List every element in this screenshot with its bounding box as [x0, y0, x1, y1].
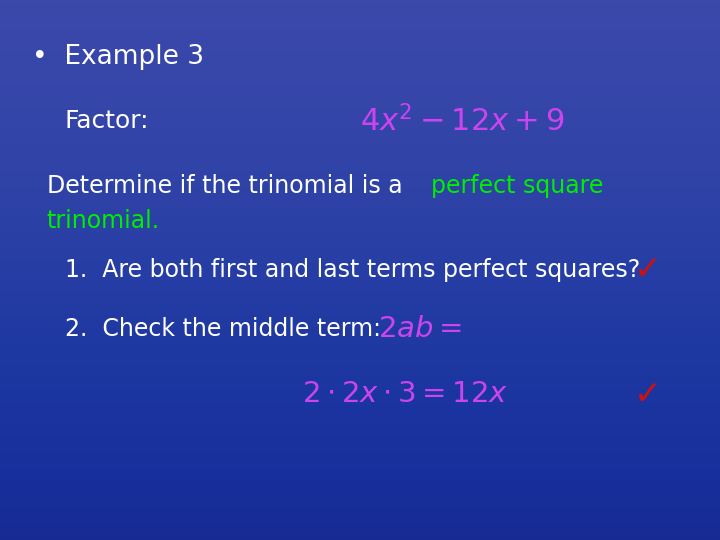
Text: trinomial.: trinomial. — [47, 210, 160, 233]
Text: ✓: ✓ — [634, 253, 662, 287]
Text: •  Example 3: • Example 3 — [32, 44, 204, 70]
Text: 1.  Are both first and last terms perfect squares?: 1. Are both first and last terms perfect… — [65, 258, 640, 282]
Text: ✓: ✓ — [634, 377, 662, 411]
Text: $2 \cdot 2x \cdot 3=12x$: $2 \cdot 2x \cdot 3=12x$ — [302, 380, 509, 408]
Text: Determine if the trinomial is a: Determine if the trinomial is a — [47, 174, 410, 198]
Text: 2.  Check the middle term:: 2. Check the middle term: — [65, 318, 381, 341]
Text: $2ab=$: $2ab=$ — [378, 315, 462, 343]
Text: perfect square: perfect square — [431, 174, 603, 198]
Text: $4x^{2}-12x+9$: $4x^{2}-12x+9$ — [360, 105, 564, 138]
Text: Factor:: Factor: — [65, 110, 149, 133]
